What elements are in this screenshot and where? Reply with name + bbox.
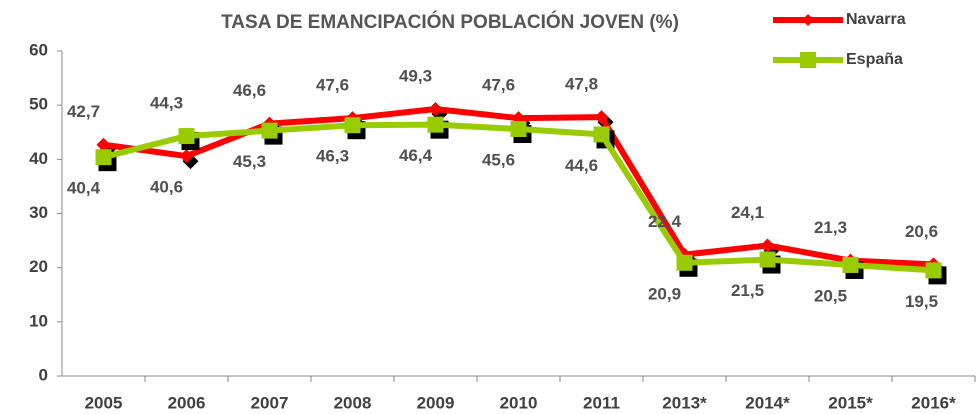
marker [676,254,693,271]
series-line [102,121,934,274]
marker [427,116,444,133]
data-label: 42,7 [67,102,100,121]
legend-label: Navarra [846,11,906,28]
y-tick-label: 20 [29,257,48,276]
marker [261,122,278,139]
data-label: 47,6 [316,76,349,95]
data-label: 49,3 [399,66,432,85]
y-tick-label: 0 [39,365,48,384]
x-tick-label: 2014* [745,393,790,412]
marker [842,256,859,273]
x-tick-label: 2009 [417,393,455,412]
marker [760,238,775,253]
x-tick-label: 2008 [334,393,372,412]
marker [759,251,776,268]
data-label: 20,9 [648,284,681,303]
data-label: 45,3 [233,152,266,171]
data-label: 21,3 [814,218,847,237]
chart-title: TASA DE EMANCIPACIÓN POBLACIÓN JOVEN (%) [221,11,679,33]
data-label: 19,5 [905,292,938,311]
marker [178,128,195,145]
data-label: 44,6 [565,156,598,175]
x-tick-label: 2011 [583,393,620,412]
y-tick-label: 30 [29,203,48,222]
data-label: 24,1 [731,203,764,222]
marker [179,149,194,164]
marker [428,101,443,116]
data-label: 47,6 [482,76,515,95]
y-tick-label: 10 [29,311,48,330]
legend-label: España [846,51,903,68]
x-tick-label: 2010 [500,393,538,412]
x-tick-label: 2007 [251,393,289,412]
data-label: 20,5 [814,286,847,305]
legend-marker [802,14,814,26]
x-tick-label: 2005 [85,393,123,412]
x-tick-label: 2015* [828,393,873,412]
data-label: 47,8 [565,75,598,94]
data-label: 20,6 [905,222,938,241]
data-label: 45,6 [482,150,515,169]
y-tick-label: 60 [29,40,48,59]
data-label: 44,3 [150,94,183,113]
marker [925,262,942,279]
marker [344,117,361,134]
data-label: 21,5 [731,281,764,300]
data-label: 46,6 [233,81,266,100]
x-tick-label: 2013* [662,393,707,412]
marker [594,110,609,125]
data-label: 46,3 [316,147,349,166]
marker [510,121,527,137]
data-label: 46,4 [399,146,433,165]
marker [593,126,610,143]
legend-marker [800,52,816,68]
marker [95,149,112,166]
marker [96,137,111,152]
x-tick-label: 2006 [168,393,206,412]
data-label: 40,4 [67,179,101,198]
data-label: 22,4 [648,212,682,231]
data-label: 40,6 [150,178,183,197]
y-tick-label: 50 [29,95,48,114]
y-tick-label: 40 [29,149,48,168]
x-tick-label: 2016* [911,393,956,412]
